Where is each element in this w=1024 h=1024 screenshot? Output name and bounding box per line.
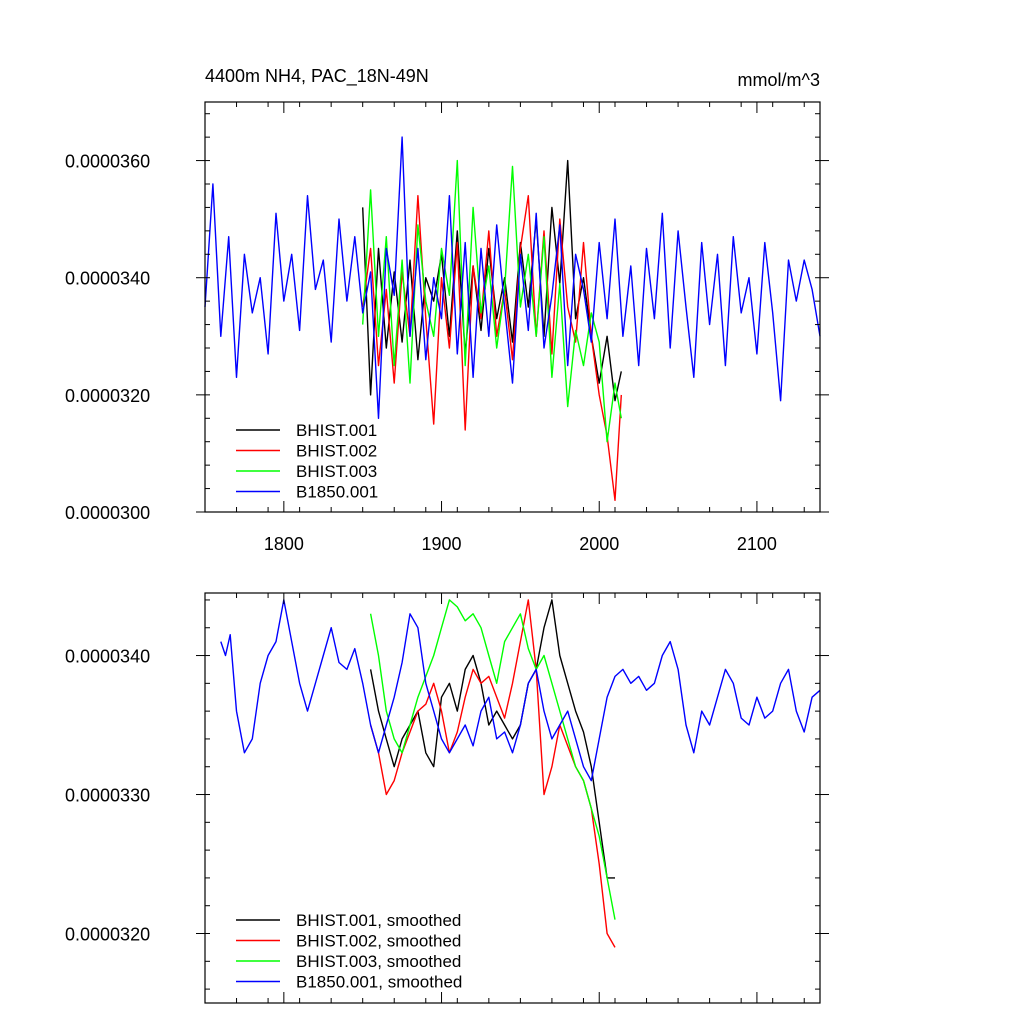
- top-series-3-line: [362, 159, 622, 443]
- top-legend-label: BHIST.002: [296, 442, 377, 461]
- top-panel: 4400m NH4, PAC_18N-49N mmol/m^3 1800 1900…: [65, 66, 829, 554]
- bottom-plot-frame: [204, 592, 821, 1004]
- top-panel-title: 4400m NH4, PAC_18N-49N: [205, 66, 429, 87]
- top-y-tick-label: 0.0000360: [65, 152, 150, 172]
- bottom-axes: 0.0000320 0.0000330 0.0000340: [65, 593, 829, 1003]
- top-x-tick-label: 2000: [579, 534, 619, 554]
- top-series-4-line: [204, 136, 821, 419]
- bottom-y-tick-label: 0.0000340: [65, 647, 150, 667]
- top-x-tick-label: 1900: [422, 534, 462, 554]
- top-plot-frame: [204, 101, 821, 513]
- bottom-legend-label: B1850.001, smoothed: [296, 973, 462, 992]
- bottom-legend: BHIST.001, smoothed BHIST.002, smoothedBH…: [236, 911, 462, 992]
- top-x-tick-label: 1800: [264, 534, 304, 554]
- top-y-tick-label: 0.0000300: [65, 503, 150, 523]
- top-panel-units: mmol/m^3: [738, 70, 820, 90]
- bottom-legend-label: BHIST.002, smoothed: [296, 932, 461, 951]
- bottom-series-2-line: [369, 599, 616, 948]
- bottom-y-tick-label: 0.0000330: [65, 786, 150, 806]
- top-y-tick-label: 0.0000340: [65, 269, 150, 289]
- top-axes: 1800 1900 2000 2100 0.0000300 0.0000320 0.0000…: [65, 102, 829, 554]
- bottom-series-3-line: [369, 599, 616, 920]
- top-y-tick-label: 0.0000320: [65, 386, 150, 406]
- bottom-legend-label: BHIST.003, smoothed: [296, 952, 461, 971]
- top-series-2-line: [362, 194, 622, 501]
- bottom-panel: 0.0000320 0.0000330 0.0000340 BHIST.001, s…: [65, 592, 829, 1004]
- bottom-plot-area: [220, 599, 821, 948]
- top-legend-label: BHIST.003: [296, 462, 377, 481]
- bottom-legend-label: BHIST.001, smoothed: [296, 911, 461, 930]
- top-x-tick-label: 2100: [737, 534, 777, 554]
- bottom-series-4-line: [220, 599, 821, 782]
- top-plot-area: [204, 136, 821, 501]
- top-legend-label: B1850.001: [296, 483, 378, 502]
- bottom-y-tick-label: 0.0000320: [65, 925, 150, 945]
- top-legend-label: BHIST.001: [296, 421, 377, 440]
